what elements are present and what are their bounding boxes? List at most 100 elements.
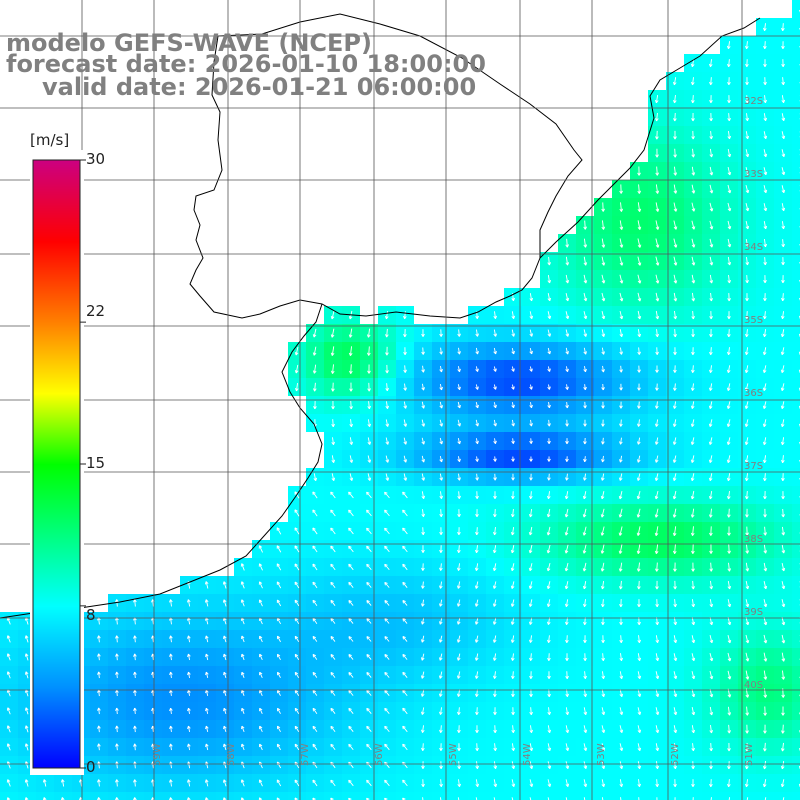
wind-arrow	[367, 437, 372, 445]
speed-cell	[792, 126, 800, 144]
wind-arrow	[763, 131, 768, 140]
wind-arrow	[565, 274, 570, 284]
wind-arrow	[781, 275, 785, 284]
wind-arrow	[745, 59, 749, 68]
wind-arrow	[763, 41, 767, 50]
speed-cell	[252, 792, 270, 800]
wind-arrow	[637, 238, 642, 248]
wind-arrow	[384, 491, 390, 499]
wind-arrow	[439, 473, 443, 481]
wind-arrow	[601, 220, 606, 230]
wind-arrow	[475, 473, 479, 481]
wind-arrow	[655, 166, 659, 176]
wind-arrow	[673, 329, 677, 338]
wind-arrow	[619, 310, 624, 320]
wind-arrow	[565, 311, 570, 320]
wind-arrow	[691, 292, 696, 302]
wind-arrow	[583, 274, 588, 284]
wind-arrow	[781, 59, 785, 68]
wind-arrow	[745, 202, 750, 212]
wind-arrow	[654, 95, 659, 104]
wind-arrow	[511, 384, 515, 390]
wind-arrow	[763, 491, 767, 500]
wind-arrow	[763, 23, 767, 32]
wind-arrow	[583, 238, 588, 248]
wind-arrow	[546, 491, 551, 500]
wind-arrow	[384, 509, 390, 517]
wind-arrow	[457, 401, 461, 409]
wind-arrow	[511, 366, 515, 372]
wind-arrow	[673, 238, 678, 248]
wind-arrow	[709, 113, 713, 122]
wind-arrow	[655, 112, 659, 122]
wind-arrow	[673, 112, 677, 122]
wind-arrow	[367, 401, 371, 410]
colorbar	[30, 150, 86, 775]
wind-arrow	[583, 384, 587, 391]
speed-cell	[180, 792, 198, 800]
wind-arrow	[672, 437, 677, 445]
wind-arrow	[547, 366, 551, 372]
wind-arrow	[726, 41, 731, 50]
wind-arrow	[403, 329, 407, 338]
lon-label: 53W	[596, 743, 607, 766]
wind-arrow	[601, 437, 605, 445]
wind-arrow	[762, 329, 767, 338]
wind-arrow	[457, 491, 461, 499]
wind-arrow	[690, 419, 695, 427]
wind-arrow	[511, 456, 515, 462]
wind-arrow	[583, 456, 587, 463]
wind-arrow	[637, 274, 642, 284]
wind-arrow	[763, 77, 767, 86]
wind-arrow	[745, 220, 750, 230]
speed-cell	[792, 558, 800, 576]
colorbar-tick-30: 30	[86, 150, 106, 168]
wind-arrow	[385, 419, 390, 427]
wind-arrow	[366, 328, 371, 338]
lon-label: 51W	[744, 743, 755, 766]
wind-arrow	[403, 437, 408, 445]
wind-arrow	[727, 293, 731, 302]
wind-arrow	[781, 77, 785, 86]
wind-arrow	[619, 347, 623, 355]
wind-arrow	[547, 311, 552, 320]
wind-arrow	[619, 365, 623, 373]
speed-cell	[450, 792, 468, 800]
wind-arrow	[709, 292, 713, 302]
wind-arrow	[672, 490, 677, 500]
speed-cell	[522, 792, 540, 800]
wind-arrow	[439, 401, 443, 409]
wind-arrow	[763, 149, 768, 158]
wind-arrow	[637, 184, 642, 194]
lat-label: 36S	[744, 388, 763, 399]
wind-arrow	[709, 95, 713, 104]
wind-arrow	[637, 401, 641, 409]
wind-arrow	[403, 365, 407, 373]
wind-arrow	[565, 401, 569, 409]
wind-arrow	[690, 401, 695, 409]
wind-arrow	[763, 95, 767, 104]
wind-arrow	[762, 437, 767, 446]
wind-arrow	[763, 473, 767, 482]
wind-arrow	[727, 131, 732, 140]
wind-arrow	[781, 293, 785, 302]
wind-arrow	[745, 275, 749, 284]
wind-arrow	[744, 455, 749, 464]
wind-arrow	[781, 491, 785, 500]
wind-arrow	[709, 148, 714, 158]
wind-arrow	[619, 419, 623, 427]
wind-arrow	[600, 473, 605, 481]
speed-cell	[630, 792, 648, 800]
wind-arrow	[601, 311, 606, 320]
speed-cell	[792, 90, 800, 108]
wind-arrow	[673, 347, 677, 355]
wind-arrow	[708, 401, 713, 409]
speed-cell	[792, 54, 800, 72]
wind-arrow	[763, 185, 768, 194]
wind-arrow	[744, 365, 749, 373]
wind-arrow	[763, 275, 767, 284]
speed-cell	[576, 792, 594, 800]
wind-arrow	[511, 419, 515, 427]
wind-arrow	[403, 347, 407, 356]
wind-arrow	[781, 149, 786, 158]
